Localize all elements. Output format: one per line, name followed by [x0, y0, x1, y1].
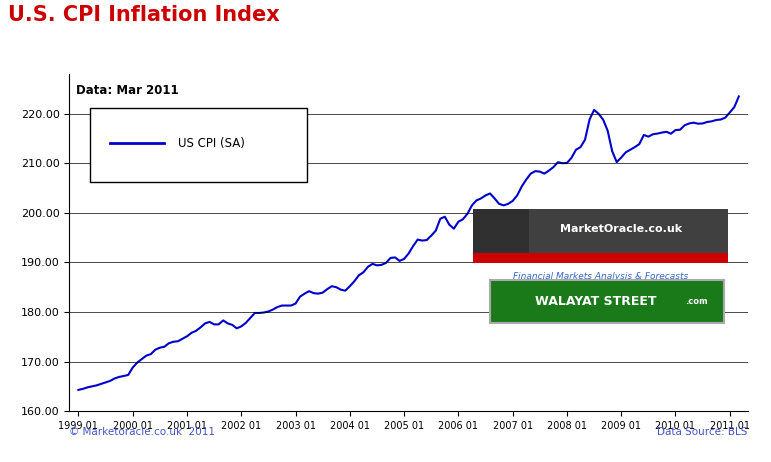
Text: © Marketoracle.co.uk  2011: © Marketoracle.co.uk 2011 [69, 427, 215, 438]
Bar [89, 108, 307, 182]
Text: U.S. CPI Inflation Index: U.S. CPI Inflation Index [8, 5, 279, 24]
Text: Data Source: BLS: Data Source: BLS [658, 427, 748, 438]
Text: US CPI (SA): US CPI (SA) [178, 137, 245, 150]
Text: Data: Mar 2011: Data: Mar 2011 [76, 84, 179, 97]
